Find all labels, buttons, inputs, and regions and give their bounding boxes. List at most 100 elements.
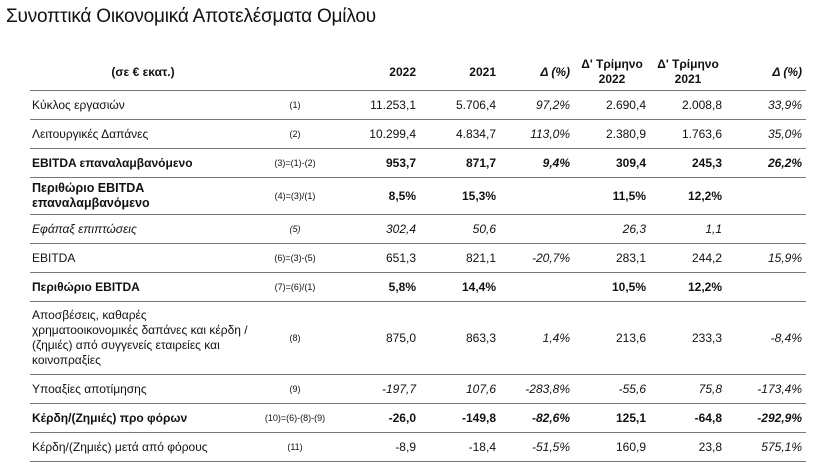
value-2022: 651,3 [336, 243, 420, 273]
row-formula: (9) [256, 374, 336, 404]
row-formula: (10)=(6)-(8)-(9) [256, 403, 336, 433]
table-row: Περιθώριο EBITDA (7)=(6)/(1) 5,8% 14,4% … [30, 272, 806, 302]
value-q-delta: 26,2% [726, 148, 806, 178]
value-2021: -18,4 [420, 432, 500, 462]
value-q4-2021: 12,2% [650, 177, 726, 215]
value-q4-2021: -64,8 [650, 403, 726, 433]
value-2021: 14,4% [420, 272, 500, 302]
value-q4-2022: 125,1 [574, 403, 650, 433]
row-label: EBITDA επαναλαμβανόμενο [30, 148, 256, 178]
value-2021: 863,3 [420, 301, 500, 375]
value-delta: -51,5% [500, 432, 574, 462]
table-header-row: (σε € εκατ.) 2022 2021 Δ (%) Δ' Τρίμηνο 2… [30, 54, 806, 91]
value-q-delta: 33,9% [726, 90, 806, 120]
value-delta: 113,0% [500, 119, 574, 149]
value-2021: 821,1 [420, 243, 500, 273]
table-row: Αποσβέσεις, καθαρές χρηματοοικονομικές δ… [30, 301, 806, 375]
value-q-delta: -173,4% [726, 374, 806, 404]
table-row: Εφάπαξ επιπτώσεις (5) 302,4 50,6 26,3 1,… [30, 214, 806, 244]
row-formula: (8) [256, 301, 336, 375]
row-label: Αποσβέσεις, καθαρές χρηματοοικονομικές δ… [30, 301, 256, 375]
value-2022: -8,9 [336, 432, 420, 462]
header-delta: Δ (%) [500, 54, 574, 91]
value-2021: -149,8 [420, 403, 500, 433]
value-delta [500, 272, 574, 302]
table-row: EBITDA επαναλαμβανόμενο (3)=(1)-(2) 953,… [30, 148, 806, 178]
value-q-delta [726, 177, 806, 215]
value-q4-2021: 1,1 [650, 214, 726, 244]
value-2021: 5.706,4 [420, 90, 500, 120]
value-2021: 15,3% [420, 177, 500, 215]
row-label: Κέρδη/(Ζημιές) προ φόρων [30, 403, 256, 433]
row-label: EBITDA [30, 243, 256, 273]
value-q-delta: 35,0% [726, 119, 806, 149]
row-label: Λειτουργικές Δαπάνες [30, 119, 256, 149]
table-row: Περιθώριο EBITDA επαναλαμβανόμενο (4)=(3… [30, 177, 806, 215]
row-formula: (2) [256, 119, 336, 149]
row-label: Περιθώριο EBITDA [30, 272, 256, 302]
value-q4-2021: 2.008,8 [650, 90, 726, 120]
value-q-delta: 15,9% [726, 243, 806, 273]
value-q4-2021: 244,2 [650, 243, 726, 273]
value-2022: 953,7 [336, 148, 420, 178]
header-q-delta: Δ (%) [726, 54, 806, 91]
value-2021: 871,7 [420, 148, 500, 178]
value-q4-2021: 1.763,6 [650, 119, 726, 149]
value-2021: 4.834,7 [420, 119, 500, 149]
value-delta: 97,2% [500, 90, 574, 120]
value-q4-2021: 245,3 [650, 148, 726, 178]
value-q4-2022: -55,6 [574, 374, 650, 404]
row-label: Κύκλος εργασιών [30, 90, 256, 120]
value-q4-2022: 26,3 [574, 214, 650, 244]
header-2021: 2021 [420, 54, 500, 91]
value-q-delta: 575,1% [726, 432, 806, 462]
value-q4-2022: 283,1 [574, 243, 650, 273]
table-row: Κέρδη/(Ζημιές) προ φόρων (10)=(6)-(8)-(9… [30, 403, 806, 433]
value-q-delta: -8,4% [726, 301, 806, 375]
value-delta: -82,6% [500, 403, 574, 433]
header-2022: 2022 [336, 54, 420, 91]
value-q4-2021: 75,8 [650, 374, 726, 404]
row-formula: (1) [256, 90, 336, 120]
table-row: EBITDA (6)=(3)-(5) 651,3 821,1 -20,7% 28… [30, 243, 806, 273]
value-2021: 50,6 [420, 214, 500, 244]
row-formula: (7)=(6)/(1) [256, 272, 336, 302]
value-q4-2022: 2.690,4 [574, 90, 650, 120]
value-delta: -283,8% [500, 374, 574, 404]
value-q4-2021: 23,8 [650, 432, 726, 462]
value-2022: -197,7 [336, 374, 420, 404]
value-delta: 9,4% [500, 148, 574, 178]
table-row: Κέρδη/(Ζημιές) μετά από φόρους (11) -8,9… [30, 432, 806, 462]
value-q4-2021: 233,3 [650, 301, 726, 375]
header-unit-label: (σε € εκατ.) [30, 54, 256, 91]
row-label: Εφάπαξ επιπτώσεις [30, 214, 256, 244]
value-delta [500, 177, 574, 215]
value-q-delta [726, 214, 806, 244]
value-2021: 107,6 [420, 374, 500, 404]
value-2022: 8,5% [336, 177, 420, 215]
value-q4-2022: 2.380,9 [574, 119, 650, 149]
table-row: Υποαξίες αποτίμησης (9) -197,7 107,6 -28… [30, 374, 806, 404]
value-q4-2022: 10,5% [574, 272, 650, 302]
row-formula: (11) [256, 432, 336, 462]
value-delta [500, 214, 574, 244]
value-2022: 11.253,1 [336, 90, 420, 120]
row-formula: (5) [256, 214, 336, 244]
value-q-delta: -292,9% [726, 403, 806, 433]
value-2022: -26,0 [336, 403, 420, 433]
row-formula: (4)=(3)/(1) [256, 177, 336, 215]
financial-results-table: (σε € εκατ.) 2022 2021 Δ (%) Δ' Τρίμηνο 2… [30, 54, 806, 462]
row-label: Κέρδη/(Ζημιές) μετά από φόρους [30, 432, 256, 462]
value-q4-2022: 213,6 [574, 301, 650, 375]
value-q-delta [726, 272, 806, 302]
row-label: Υποαξίες αποτίμησης [30, 374, 256, 404]
row-label: Περιθώριο EBITDA επαναλαμβανόμενο [30, 177, 256, 215]
value-delta: 1,4% [500, 301, 574, 375]
table-row: Κύκλος εργασιών (1) 11.253,1 5.706,4 97,… [30, 90, 806, 120]
value-delta: -20,7% [500, 243, 574, 273]
header-formula [256, 54, 336, 91]
value-2022: 5,8% [336, 272, 420, 302]
value-q4-2022: 309,4 [574, 148, 650, 178]
header-q4-2021: Δ' Τρίμηνο 2021 [650, 54, 726, 91]
value-2022: 875,0 [336, 301, 420, 375]
